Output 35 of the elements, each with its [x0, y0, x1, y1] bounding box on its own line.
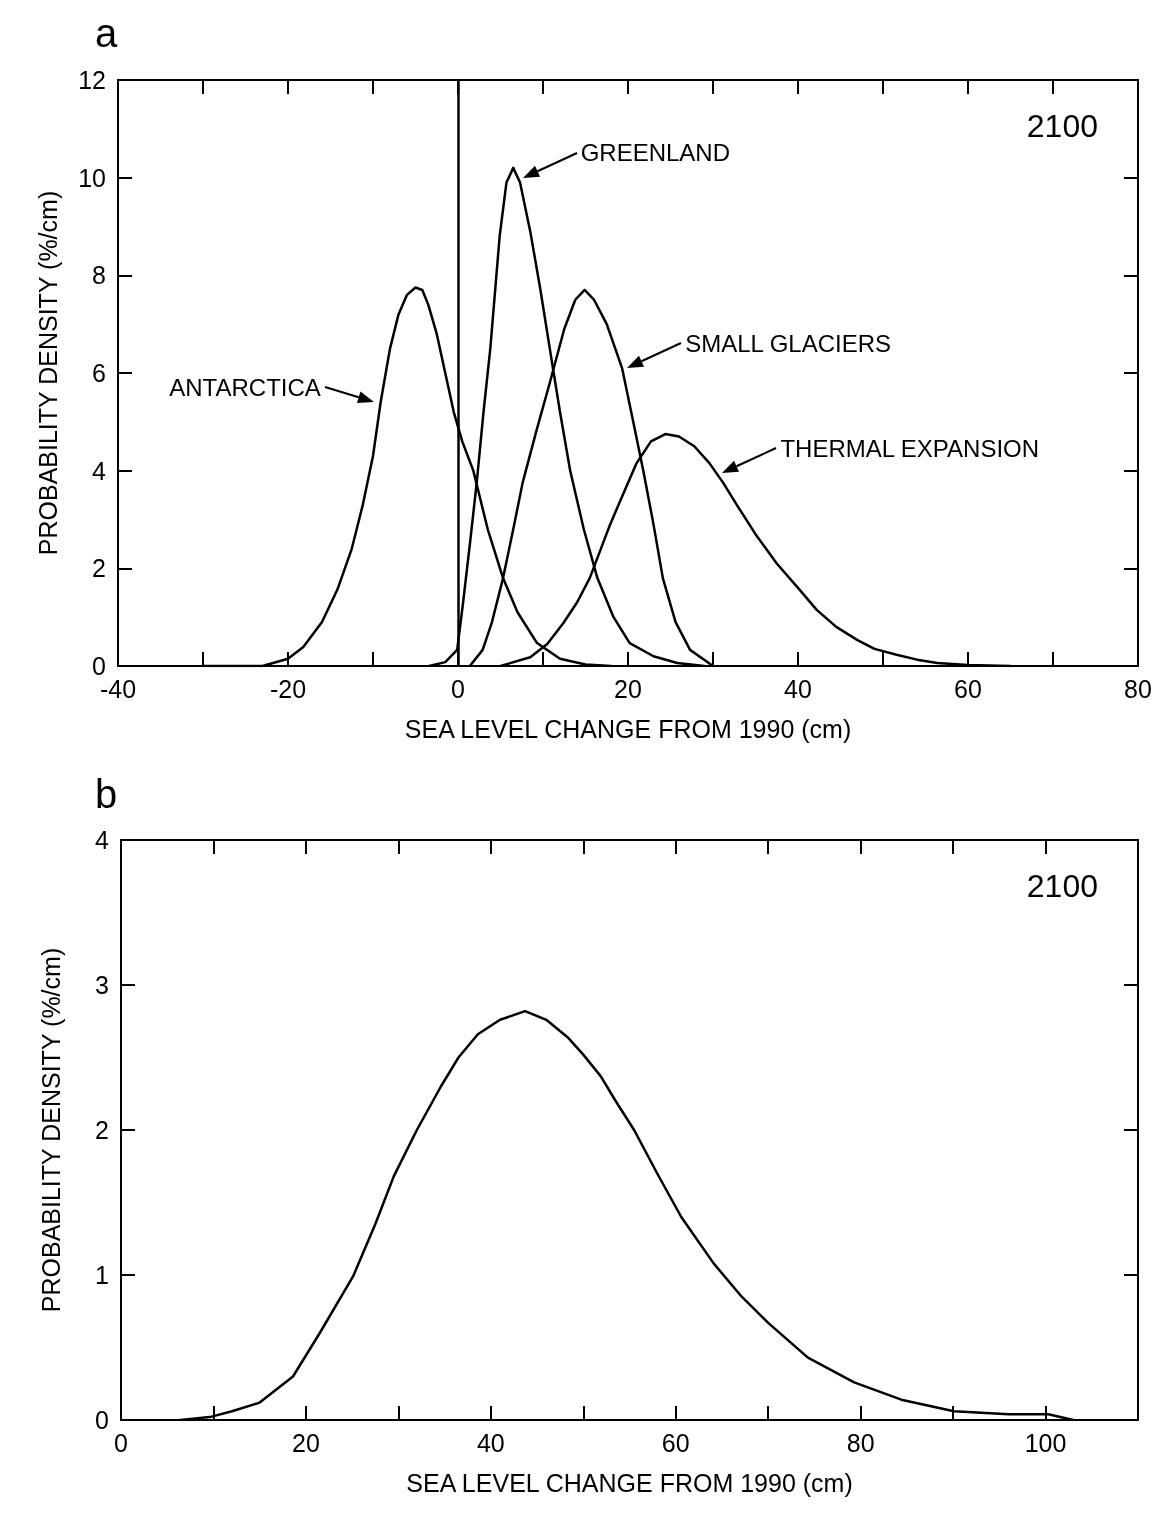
- y-tick-label: 2: [95, 1116, 109, 1144]
- y-axis-title: PROBABILITY DENSITY (%/cm): [33, 190, 62, 556]
- y-tick-label: 6: [92, 359, 106, 387]
- y-tick-label: 4: [92, 456, 107, 485]
- y-tick-label: 1: [95, 1261, 109, 1289]
- x-tick-label: 20: [292, 1428, 320, 1457]
- annotation: 2100: [1026, 108, 1098, 144]
- x-axis-title: SEA LEVEL CHANGE FROM 1990 (cm): [406, 1468, 853, 1497]
- chart-title: a: [95, 11, 118, 55]
- y-axis-title: PROBABILITY DENSITY (%/cm): [36, 947, 65, 1313]
- y-tick-label: 0: [95, 1406, 109, 1434]
- y-tick-label: 8: [92, 261, 106, 290]
- x-tick-label: 20: [614, 674, 642, 703]
- annotation: ANTARCTICA: [169, 373, 321, 401]
- x-tick-label: 80: [846, 1428, 875, 1457]
- y-tick-label: 12: [78, 66, 106, 94]
- x-tick-label: 60: [954, 674, 982, 703]
- x-tick-label: 40: [476, 1428, 505, 1457]
- x-tick-label: 80: [1124, 674, 1152, 703]
- y-tick-label: 4: [95, 826, 110, 854]
- chart-title: b: [95, 772, 118, 816]
- y-tick-label: 3: [95, 971, 109, 999]
- x-axis-title: SEA LEVEL CHANGE FROM 1990 (cm): [404, 714, 852, 743]
- x-tick-label: 0: [451, 674, 465, 703]
- y-tick-label: 10: [78, 163, 106, 192]
- annotation: SMALL GLACIERS: [685, 329, 892, 357]
- x-tick-label: -20: [269, 674, 307, 703]
- x-tick-label: 0: [114, 1428, 128, 1457]
- annotation: THERMAL EXPANSION: [780, 434, 1040, 462]
- annotation: 2100: [1026, 868, 1098, 904]
- annotation: GREENLAND: [580, 139, 731, 167]
- x-tick-label: 40: [784, 674, 812, 703]
- x-tick-label: 100: [1024, 1428, 1067, 1457]
- x-tick-label: 60: [661, 1428, 690, 1457]
- y-tick-label: 2: [92, 554, 106, 583]
